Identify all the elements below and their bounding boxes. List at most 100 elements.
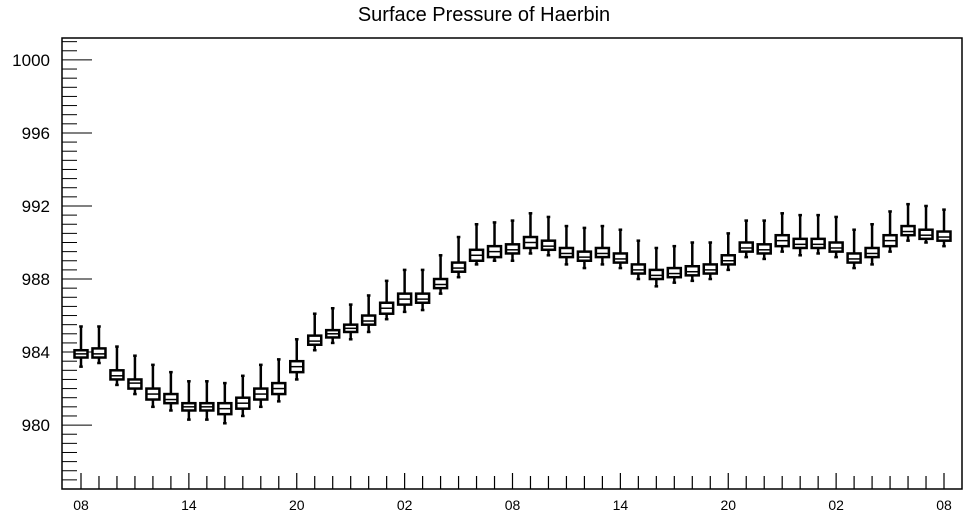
box-item [73, 325, 89, 368]
y-tick-label: 992 [22, 197, 50, 216]
box-iqr [109, 369, 125, 381]
box-item [594, 224, 611, 266]
box-iqr [306, 334, 323, 347]
box-item [558, 224, 575, 266]
y-tick-label: 980 [22, 416, 50, 435]
x-tick-label: 08 [73, 497, 89, 513]
box-item [630, 239, 647, 281]
x-tick-label: 20 [289, 497, 305, 513]
y-axis: 980 984 988 992 996 1000 [12, 41, 92, 490]
box-item [864, 222, 880, 266]
x-tick-label: 02 [397, 497, 413, 513]
x-tick-label: 08 [936, 497, 952, 513]
x-tick-label: 08 [505, 497, 521, 513]
box-iqr [828, 241, 844, 253]
box-item [378, 279, 395, 321]
box-iqr [594, 246, 611, 259]
box-iqr [684, 264, 701, 277]
x-tick-label: 14 [181, 497, 197, 513]
box-item [289, 338, 305, 381]
box-item [145, 363, 161, 409]
box-item [720, 232, 736, 272]
box-iqr [648, 268, 665, 281]
box-iqr [864, 246, 880, 259]
box-iqr [792, 237, 808, 250]
box-item [666, 244, 683, 284]
box-item [91, 325, 107, 365]
box-item [486, 221, 503, 263]
box-iqr [127, 378, 143, 390]
x-axis: 08 14 20 02 08 14 20 02 08 [73, 473, 952, 513]
box-item [648, 246, 665, 288]
box-iqr [576, 250, 593, 263]
y-tick-label: 988 [22, 270, 50, 289]
box-item [756, 219, 772, 261]
box-iqr [540, 239, 557, 252]
box-item [810, 213, 826, 255]
box-item [342, 303, 359, 341]
box-item [127, 354, 143, 396]
box-item [882, 210, 898, 253]
box-item [684, 241, 701, 283]
box-item [576, 226, 593, 270]
box-iqr [558, 246, 575, 259]
y-tick-label: 984 [22, 343, 50, 362]
box-iqr [666, 266, 683, 279]
box-iqr [504, 243, 521, 255]
box-item [846, 228, 862, 270]
box-item [217, 381, 233, 425]
box-item [432, 254, 449, 295]
box-item [468, 222, 485, 266]
box-item [900, 202, 916, 242]
box-item [109, 345, 125, 387]
x-tick-label: 14 [613, 497, 629, 513]
box-iqr [900, 224, 916, 237]
box-item [235, 374, 251, 418]
box-iqr [612, 252, 629, 264]
box-item [918, 204, 934, 244]
box-item [702, 241, 719, 281]
box-item [396, 268, 413, 314]
box-iqr [738, 241, 754, 253]
x-tick-label: 02 [828, 497, 844, 513]
box-item [360, 294, 377, 334]
box-item [414, 268, 431, 312]
box-iqr [163, 392, 179, 405]
box-item [181, 380, 197, 421]
box-iqr [720, 254, 736, 266]
box-item [253, 363, 269, 409]
box-iqr [846, 252, 862, 264]
box-iqr [630, 263, 647, 275]
y-tick-label: 996 [22, 124, 50, 143]
box-iqr [936, 230, 952, 242]
box-iqr [918, 228, 934, 241]
box-item [612, 228, 629, 270]
box-item [271, 358, 287, 403]
box-item [828, 215, 844, 259]
plot-area-frame [61, 37, 963, 490]
box-item [738, 219, 754, 259]
box-series [73, 202, 952, 425]
box-item [163, 370, 179, 412]
box-item [450, 235, 467, 279]
box-iqr [432, 277, 449, 290]
box-iqr [450, 261, 467, 273]
chart-title: Surface Pressure of Haerbin [357, 4, 611, 26]
box-item [522, 212, 539, 255]
box-item [199, 380, 215, 421]
box-item [936, 208, 952, 248]
x-tick-label: 20 [720, 497, 736, 513]
box-item [540, 215, 557, 257]
box-item [324, 306, 341, 345]
box-iqr [810, 237, 826, 250]
box-iqr [414, 292, 431, 305]
box-iqr [756, 243, 772, 255]
box-iqr [702, 263, 719, 275]
box-item [504, 219, 521, 263]
box-item [774, 212, 790, 253]
y-tick-label: 1000 [12, 51, 50, 70]
box-item [306, 312, 323, 352]
box-iqr [91, 347, 107, 359]
box-item [792, 213, 808, 257]
